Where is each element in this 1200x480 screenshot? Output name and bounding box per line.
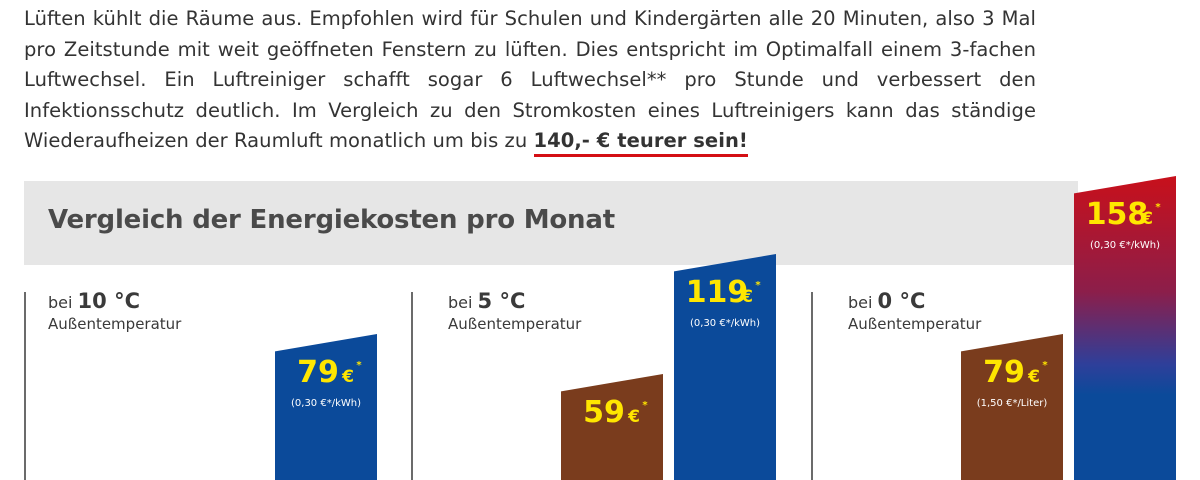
cost-highlight: 140,- € teurer sein! xyxy=(533,129,748,157)
bar-brown xyxy=(961,334,1063,480)
group-temperature: 0 °C xyxy=(877,289,926,313)
group-sublabel: Außentemperatur xyxy=(448,315,582,333)
bar-unit-label: (0,30 €*/kWh) xyxy=(1090,240,1160,251)
bar-currency-label: € xyxy=(740,287,753,307)
bar-value-label: 79 xyxy=(983,355,1025,390)
group-sublabel: Außentemperatur xyxy=(848,315,982,333)
bar-blue xyxy=(674,254,776,480)
bar-unit-label: (1,50 €*/Liter) xyxy=(977,398,1048,409)
group-label-0c: bei 0 °C Außentemperatur xyxy=(848,290,981,334)
bar-unit-label: (0,30 €*/kWh) xyxy=(690,318,760,329)
bar-currency-label: € xyxy=(1140,209,1153,229)
bar-note-mark: * xyxy=(356,360,362,371)
bar-value-label: 119 xyxy=(686,275,749,310)
group-label-10c: bei 10 °C Außentemperatur xyxy=(48,290,181,334)
group-divider xyxy=(411,292,413,480)
intro-text: Lüften kühlt die Räume aus. Empfohlen wi… xyxy=(24,7,1036,152)
group-label-5c: bei 5 °C Außentemperatur xyxy=(448,290,581,334)
intro-paragraph: Lüften kühlt die Räume aus. Empfohlen wi… xyxy=(24,4,1036,157)
bar-unit-label: (0,30 €*/kWh) xyxy=(291,398,361,409)
bar-value-label: 158 xyxy=(1086,197,1149,232)
group-prefix: bei xyxy=(448,293,473,312)
group-prefix: bei xyxy=(48,293,73,312)
group-temperature: 10 °C xyxy=(77,289,140,313)
bar-brown xyxy=(561,374,663,480)
group-divider xyxy=(24,292,26,480)
bar-currency-label: € xyxy=(627,407,640,427)
group-temperature: 5 °C xyxy=(477,289,526,313)
bar-note-mark: * xyxy=(1155,202,1161,213)
group-sublabel: Außentemperatur xyxy=(48,315,182,333)
bar-note-mark: * xyxy=(642,400,648,411)
group-divider xyxy=(811,292,813,480)
group-prefix: bei xyxy=(848,293,873,312)
bar-currency-label: € xyxy=(341,367,354,387)
bar-currency-label: € xyxy=(1027,367,1040,387)
bar-value-label: 79 xyxy=(297,355,339,390)
bar-note-mark: * xyxy=(755,280,761,291)
bar-note-mark: * xyxy=(1042,360,1048,371)
bar-red-blue xyxy=(1074,176,1176,480)
chart-title-band: Vergleich der Energiekosten pro Monat xyxy=(24,181,1078,265)
chart-title: Vergleich der Energiekosten pro Monat xyxy=(48,205,615,235)
bar-blue xyxy=(275,334,377,480)
bar-value-label: 59 xyxy=(583,395,625,430)
